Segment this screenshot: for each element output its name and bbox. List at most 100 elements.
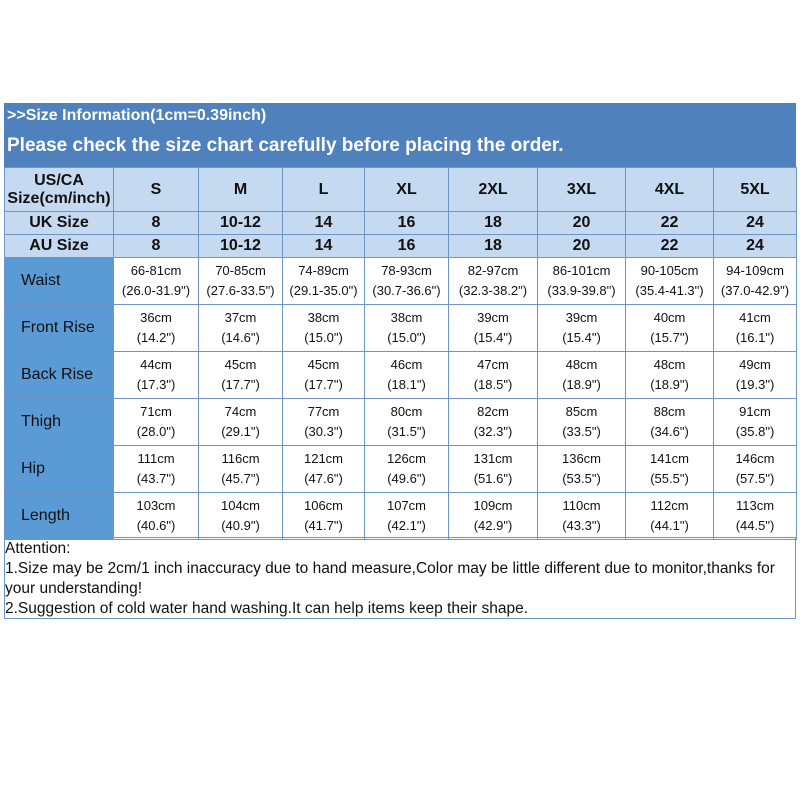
- cm-value: 38cm: [307, 310, 340, 325]
- measurement-cell: 121cm (47.6"): [282, 445, 365, 493]
- inch-value: (43.7"): [136, 471, 176, 486]
- uk-size-row: UK Size 8 10-12 14 16 18 20 22 24: [4, 211, 797, 235]
- inch-value: (32.3"): [473, 424, 513, 439]
- cm-value: 38cm: [390, 310, 423, 325]
- measurement-label: Length: [4, 492, 114, 540]
- measurement-cell: 46cm (18.1"): [364, 351, 449, 399]
- uk-size-value: 22: [625, 211, 714, 235]
- measurement-cell: 85cm (33.5"): [537, 398, 626, 446]
- uk-size-value: 14: [282, 211, 365, 235]
- inch-value: (57.5"): [735, 471, 775, 486]
- measurement-label: Back Rise: [4, 351, 114, 399]
- au-size-value: 16: [364, 234, 449, 258]
- inch-value: (15.0"): [304, 330, 343, 345]
- cm-value: 131cm: [473, 451, 513, 466]
- measurement-cell: 36cm (14.2"): [113, 304, 199, 352]
- measurement-cell: 38cm (15.0"): [364, 304, 449, 352]
- inch-value: (18.9"): [562, 377, 601, 392]
- measurement-cell: 74-89cm (29.1-35.0"): [282, 257, 365, 305]
- size-header: S: [113, 167, 199, 212]
- cm-value: 126cm: [386, 451, 427, 466]
- measurement-cell: 78-93cm (30.7-36.6"): [364, 257, 449, 305]
- measurement-label: Thigh: [4, 398, 114, 446]
- measurement-cell: 82cm (32.3"): [448, 398, 538, 446]
- cm-value: 88cm: [653, 404, 686, 419]
- attention-title: Attention:: [5, 540, 71, 557]
- measurement-cell: 103cm (40.6"): [113, 492, 199, 540]
- measurement-cell: 37cm (14.6"): [198, 304, 283, 352]
- measurement-cell: 47cm (18.5"): [448, 351, 538, 399]
- cm-value: 45cm: [224, 357, 257, 372]
- inch-value: (49.6"): [387, 471, 426, 486]
- au-size-value: 18: [448, 234, 538, 258]
- size-info-banner: >>Size Information(1cm=0.39inch) Please …: [4, 103, 796, 167]
- inch-value: (45.7"): [221, 471, 260, 486]
- measurement-cell: 113cm (44.5"): [713, 492, 797, 540]
- au-size-value: 24: [713, 234, 797, 258]
- au-size-value: 14: [282, 234, 365, 258]
- size-header: 4XL: [625, 167, 714, 212]
- attention-line-1: 1.Size may be 2cm/1 inch inaccuracy due …: [5, 560, 775, 597]
- measurement-cell: 82-97cm (32.3-38.2"): [448, 257, 538, 305]
- measurement-cell: 88cm (34.6"): [625, 398, 714, 446]
- attention-note: Attention: 1.Size may be 2cm/1 inch inac…: [4, 537, 796, 619]
- inch-value: (35.4-41.3"): [635, 283, 704, 298]
- measurement-row: Hip 111cm (43.7") 116cm (45.7") 121cm (47.6") 1…: [4, 445, 797, 493]
- measurement-cell: 106cm (41.7"): [282, 492, 365, 540]
- measurement-cell: 41cm (16.1"): [713, 304, 797, 352]
- measurement-cell: 146cm (57.5"): [713, 445, 797, 493]
- measurement-cell: 111cm (43.7"): [113, 445, 199, 493]
- cm-value: 136cm: [561, 451, 602, 466]
- cm-value: 80cm: [390, 404, 423, 419]
- measurement-cell: 110cm (43.3"): [537, 492, 626, 540]
- inch-value: (15.7"): [650, 330, 689, 345]
- cm-value: 82cm: [477, 404, 509, 419]
- au-size-value: 22: [625, 234, 714, 258]
- cm-value: 77cm: [307, 404, 340, 419]
- cm-value: 112cm: [650, 498, 689, 513]
- cm-value: 74cm: [224, 404, 257, 419]
- measurement-cell: 136cm (53.5"): [537, 445, 626, 493]
- inch-value: (44.5"): [735, 518, 775, 533]
- cm-value: 111cm: [137, 451, 175, 466]
- size-header: L: [282, 167, 365, 212]
- inch-value: (15.4"): [562, 330, 601, 345]
- au-size-value: 20: [537, 234, 626, 258]
- measurement-cell: 70-85cm (27.6-33.5"): [198, 257, 283, 305]
- cm-value: 70-85cm: [215, 263, 266, 278]
- inch-value: (18.9"): [650, 377, 689, 392]
- cm-value: 141cm: [649, 451, 690, 466]
- measurement-row: Back Rise 44cm (17.3") 45cm (17.7") 45cm (17.7…: [4, 351, 797, 399]
- cm-value: 121cm: [303, 451, 344, 466]
- inch-value: (47.6"): [304, 471, 343, 486]
- inch-value: (28.0"): [136, 424, 176, 439]
- size-chart-table: US/CA Size(cm/inch) S M L XL 2XL 3XL 4XL 5XL UK S…: [4, 167, 797, 540]
- measurement-cell: 112cm (44.1"): [625, 492, 714, 540]
- cm-value: 71cm: [140, 404, 172, 419]
- size-info-title: >>Size Information(1cm=0.39inch): [7, 107, 267, 124]
- measurement-cell: 91cm (35.8"): [713, 398, 797, 446]
- cm-value: 39cm: [477, 310, 509, 325]
- inch-value: (14.2"): [136, 330, 176, 345]
- measurement-cell: 90-105cm (35.4-41.3"): [625, 257, 714, 305]
- measurement-cell: 126cm (49.6"): [364, 445, 449, 493]
- measurement-cell: 141cm (55.5"): [625, 445, 714, 493]
- inch-value: (42.1"): [387, 518, 426, 533]
- inch-value: (27.6-33.5"): [206, 283, 275, 298]
- cm-value: 106cm: [303, 498, 344, 513]
- measurement-cell: 116cm (45.7"): [198, 445, 283, 493]
- cm-value: 37cm: [224, 310, 257, 325]
- au-size-label: AU Size: [4, 234, 114, 258]
- measurement-cell: 86-101cm (33.9-39.8"): [537, 257, 626, 305]
- inch-value: (35.8"): [735, 424, 775, 439]
- measurement-cell: 45cm (17.7"): [198, 351, 283, 399]
- inch-value: (16.1"): [735, 330, 775, 345]
- inch-value: (34.6"): [650, 424, 689, 439]
- inch-value: (18.5"): [473, 377, 513, 392]
- measurement-cell: 131cm (51.6"): [448, 445, 538, 493]
- inch-value: (42.9"): [473, 518, 513, 533]
- inch-value: (33.5"): [562, 424, 601, 439]
- measurement-label: Waist: [4, 257, 114, 305]
- cm-value: 66-81cm: [130, 263, 182, 278]
- measurement-cell: 48cm (18.9"): [537, 351, 626, 399]
